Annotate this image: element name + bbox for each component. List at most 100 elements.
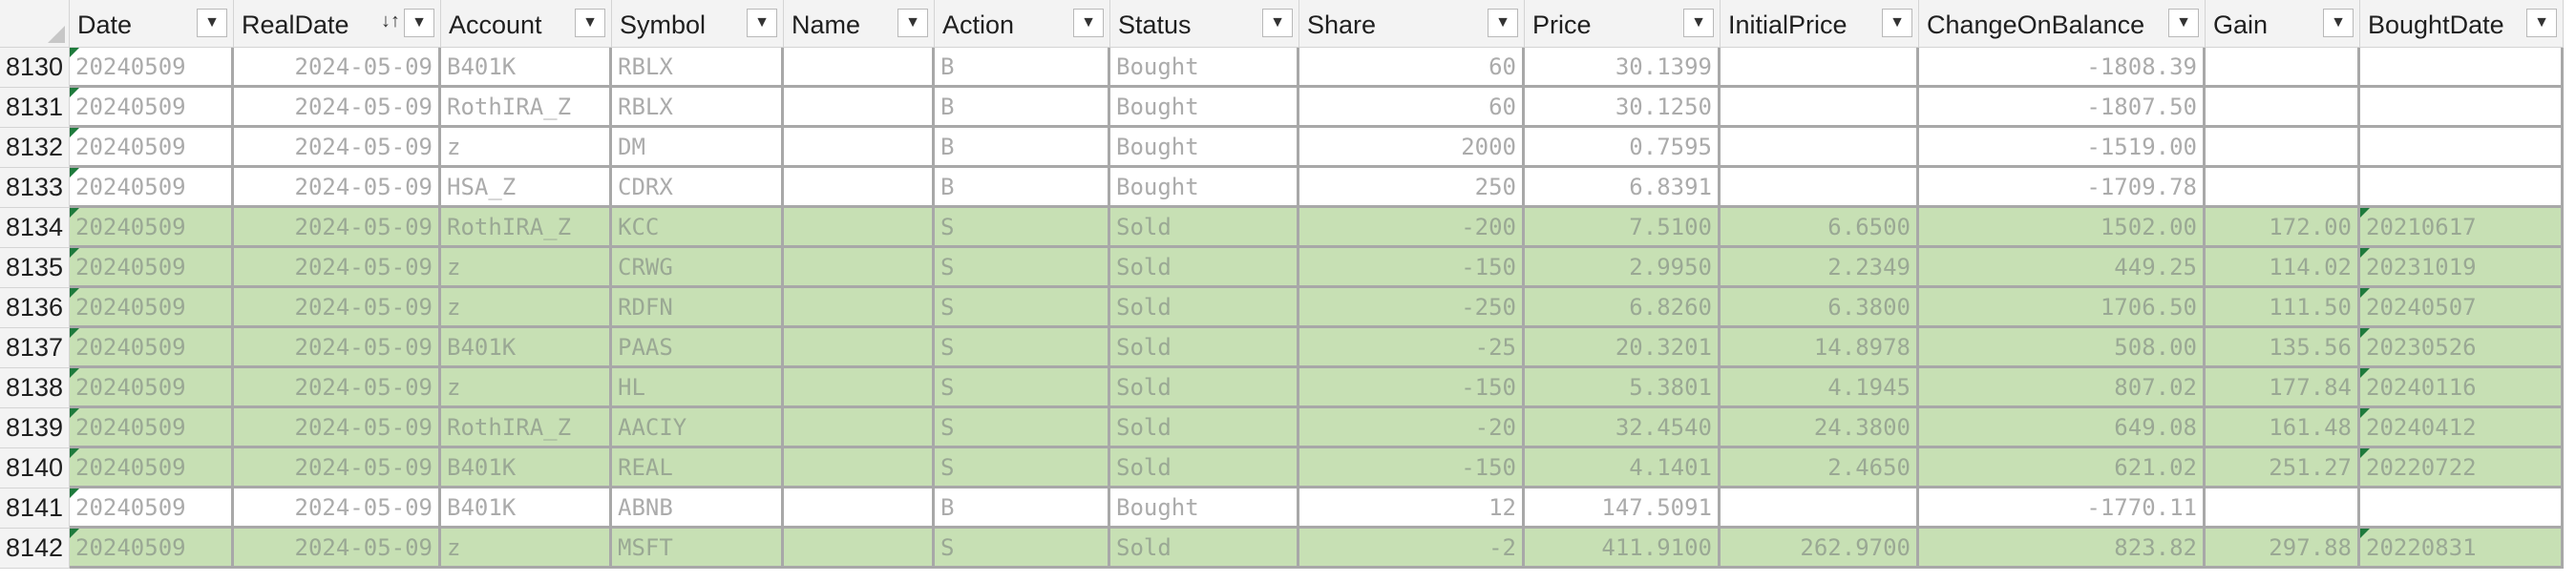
cell-share[interactable]: 12 [1299,488,1525,529]
cell-price[interactable]: 20.3201 [1525,328,1721,368]
cell-name[interactable] [784,48,935,88]
cell-name[interactable] [784,128,935,168]
column-header-share[interactable]: Share ▼ [1299,0,1525,48]
cell-action[interactable]: S [935,288,1110,328]
cell-gain[interactable] [2206,488,2360,529]
cell-symbol[interactable]: ABNB [612,488,784,529]
cell-real-date[interactable]: 2024-05-09 [234,128,441,168]
cell-change-on-balance[interactable]: -1709.78 [1919,168,2206,208]
cell-change-on-balance[interactable]: -1808.39 [1919,48,2206,88]
cell-price[interactable]: 0.7595 [1525,128,1721,168]
cell-gain[interactable]: 135.56 [2206,328,2360,368]
cell-status[interactable]: Sold [1110,408,1299,448]
cell-real-date[interactable]: 2024-05-09 [234,529,441,569]
cell-date[interactable]: 20240509 [70,328,234,368]
cell-status[interactable]: Sold [1110,529,1299,569]
cell-status[interactable]: Sold [1110,448,1299,488]
cell-share[interactable]: -20 [1299,408,1525,448]
cell-bought-date[interactable]: 20240507 [2360,288,2564,328]
cell-action[interactable]: B [935,48,1110,88]
cell-symbol[interactable]: MSFT [612,529,784,569]
cell-account[interactable]: B401K [441,488,612,529]
cell-action[interactable]: S [935,368,1110,408]
cell-date[interactable]: 20240509 [70,448,234,488]
cell-name[interactable] [784,288,935,328]
cell-share[interactable]: 60 [1299,48,1525,88]
cell-date[interactable]: 20240509 [70,529,234,569]
column-header-bought-date[interactable]: BoughtDate ▼ [2360,0,2564,48]
cell-price[interactable]: 411.9100 [1525,529,1721,569]
cell-share[interactable]: -200 [1299,208,1525,248]
cell-bought-date[interactable]: 20240412 [2360,408,2564,448]
cell-date[interactable]: 20240509 [70,208,234,248]
row-number[interactable]: 8140 [0,448,70,488]
cell-account[interactable]: z [441,368,612,408]
filter-dropdown-icon[interactable]: ▼ [1073,9,1104,37]
filter-dropdown-icon[interactable]: ▼ [1262,9,1293,37]
cell-share[interactable]: -150 [1299,368,1525,408]
cell-real-date[interactable]: 2024-05-09 [234,408,441,448]
cell-name[interactable] [784,448,935,488]
cell-status[interactable]: Bought [1110,488,1299,529]
cell-real-date[interactable]: 2024-05-09 [234,448,441,488]
cell-initial-price[interactable] [1721,488,1919,529]
cell-symbol[interactable]: RBLX [612,48,784,88]
column-header-symbol[interactable]: Symbol ▼ [612,0,784,48]
cell-date[interactable]: 20240509 [70,48,234,88]
spreadsheet-grid[interactable]: Date ▼ RealDate ↓↑ ▼ Account ▼ Symbol ▼ Name ▼ Acti… [0,0,2564,569]
row-number[interactable]: 8136 [0,288,70,328]
row-number[interactable]: 8134 [0,208,70,248]
cell-account[interactable]: B401K [441,48,612,88]
column-header-date[interactable]: Date ▼ [70,0,234,48]
column-header-status[interactable]: Status ▼ [1110,0,1299,48]
cell-date[interactable]: 20240509 [70,368,234,408]
cell-price[interactable]: 5.3801 [1525,368,1721,408]
cell-gain[interactable]: 297.88 [2206,529,2360,569]
cell-change-on-balance[interactable]: -1807.50 [1919,88,2206,128]
cell-change-on-balance[interactable]: -1519.00 [1919,128,2206,168]
cell-change-on-balance[interactable]: 649.08 [1919,408,2206,448]
cell-action[interactable]: S [935,529,1110,569]
cell-gain[interactable]: 251.27 [2206,448,2360,488]
cell-account[interactable]: B401K [441,448,612,488]
cell-action[interactable]: S [935,208,1110,248]
cell-share[interactable]: -250 [1299,288,1525,328]
column-header-account[interactable]: Account ▼ [441,0,612,48]
cell-price[interactable]: 7.5100 [1525,208,1721,248]
cell-bought-date[interactable] [2360,88,2564,128]
cell-symbol[interactable]: RDFN [612,288,784,328]
cell-change-on-balance[interactable]: 449.25 [1919,248,2206,288]
cell-gain[interactable]: 111.50 [2206,288,2360,328]
cell-real-date[interactable]: 2024-05-09 [234,288,441,328]
cell-bought-date[interactable] [2360,168,2564,208]
cell-bought-date[interactable] [2360,128,2564,168]
cell-price[interactable]: 30.1399 [1525,48,1721,88]
cell-price[interactable]: 4.1401 [1525,448,1721,488]
cell-price[interactable]: 32.4540 [1525,408,1721,448]
filter-dropdown-icon[interactable]: ▼ [575,9,605,37]
cell-account[interactable]: z [441,529,612,569]
cell-bought-date[interactable]: 20231019 [2360,248,2564,288]
cell-bought-date[interactable]: 20220722 [2360,448,2564,488]
row-number[interactable]: 8135 [0,248,70,288]
cell-initial-price[interactable]: 2.4650 [1721,448,1919,488]
filter-dropdown-icon[interactable]: ▼ [2323,9,2354,37]
cell-name[interactable] [784,408,935,448]
filter-dropdown-icon[interactable]: ▼ [1488,9,1518,37]
cell-symbol[interactable]: AACIY [612,408,784,448]
cell-name[interactable] [784,168,935,208]
filter-dropdown-icon[interactable]: ▼ [2168,9,2199,37]
filter-dropdown-icon[interactable]: ▼ [2526,9,2557,37]
cell-initial-price[interactable]: 2.2349 [1721,248,1919,288]
filter-dropdown-icon[interactable]: ▼ [897,9,928,37]
cell-action[interactable]: S [935,328,1110,368]
row-number[interactable]: 8141 [0,488,70,529]
select-all-corner[interactable] [0,0,70,48]
cell-action[interactable]: S [935,248,1110,288]
cell-name[interactable] [784,529,935,569]
column-header-name[interactable]: Name ▼ [784,0,935,48]
cell-change-on-balance[interactable]: 1706.50 [1919,288,2206,328]
cell-bought-date[interactable]: 20230526 [2360,328,2564,368]
cell-name[interactable] [784,248,935,288]
cell-real-date[interactable]: 2024-05-09 [234,208,441,248]
